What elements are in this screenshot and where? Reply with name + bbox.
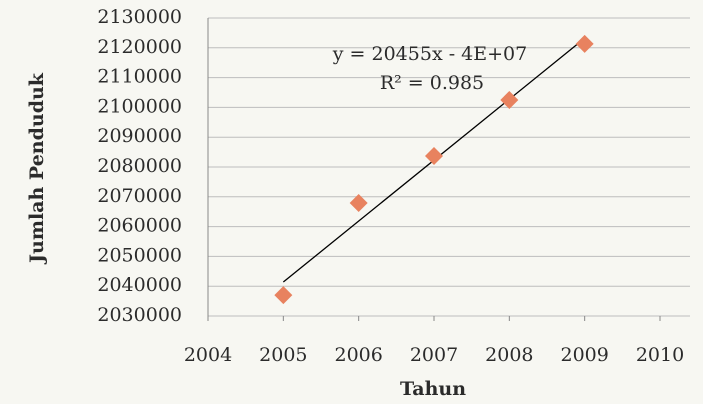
- y-tick-label: 2060000: [97, 215, 182, 237]
- y-tick-label: 2100000: [97, 95, 182, 117]
- x-tick-label: 2005: [259, 344, 307, 366]
- trend-equation: y = 20455x - 4E+07: [332, 43, 527, 65]
- r-squared: R² = 0.985: [380, 72, 484, 94]
- y-tick-label: 2030000: [97, 304, 182, 326]
- chart: Tahun Jumlah Penduduk y = 20455x - 4E+07…: [0, 0, 703, 404]
- x-tick-label: 2008: [485, 344, 533, 366]
- page: Tahun Jumlah Penduduk y = 20455x - 4E+07…: [0, 0, 703, 404]
- y-tick-label: 2130000: [97, 6, 182, 28]
- y-tick-label: 2050000: [97, 244, 182, 266]
- y-tick-label: 2070000: [97, 185, 182, 207]
- x-tick-label: 2004: [184, 344, 232, 366]
- x-tick-label: 2006: [334, 344, 382, 366]
- y-tick-label: 2080000: [97, 155, 182, 177]
- y-tick-label: 2040000: [97, 274, 182, 296]
- x-tick-label: 2010: [636, 344, 684, 366]
- x-axis-title: Tahun: [400, 378, 466, 400]
- x-tick-label: 2009: [560, 344, 608, 366]
- y-tick-label: 2110000: [97, 66, 182, 88]
- y-tick-label: 2120000: [97, 36, 182, 58]
- y-tick-label: 2090000: [97, 125, 182, 147]
- y-axis-title: Jumlah Penduduk: [26, 72, 48, 265]
- x-tick-label: 2007: [410, 344, 458, 366]
